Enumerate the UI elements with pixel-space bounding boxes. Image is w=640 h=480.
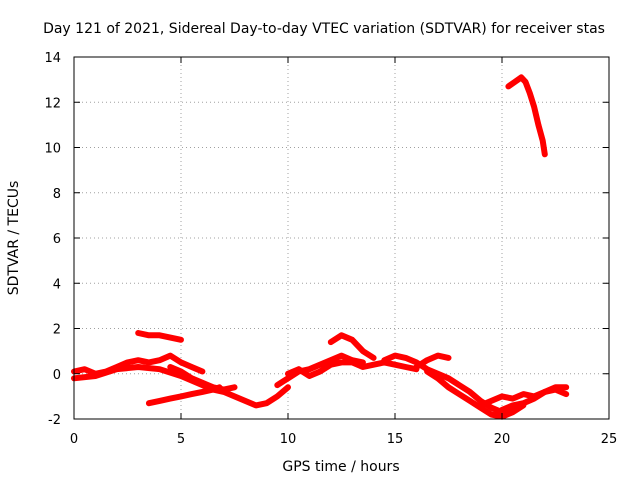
series-line-arc7 [285, 359, 420, 379]
x-tick-label: 25 [601, 432, 618, 447]
x-tick-label: 5 [177, 432, 185, 447]
grid-layer [74, 57, 609, 419]
y-axis-label: SDTVAR / TECUs [6, 181, 22, 296]
y-tick-label: -2 [48, 413, 61, 428]
y-tick-label: 2 [53, 323, 61, 338]
series-line-arc9 [381, 352, 516, 416]
series-line-arc3 [135, 330, 184, 343]
series-line-arc13 [499, 384, 570, 413]
series-line-arc10 [413, 352, 452, 370]
x-tick-label: 10 [280, 432, 297, 447]
series-line-arc14 [505, 74, 548, 158]
y-tick-label: 12 [44, 96, 61, 111]
series-line-arc4 [145, 384, 223, 407]
series-layer [71, 74, 570, 420]
y-tick-label: 6 [53, 232, 61, 247]
series-line-arc11 [424, 368, 527, 420]
series-line-arc5 [167, 364, 238, 393]
y-tick-label: 10 [44, 142, 61, 157]
y-tick-label: 4 [53, 277, 61, 292]
tick-layer: 0 5 10 15 20 25 -2 0 2 4 6 8 10 12 14 [44, 51, 617, 447]
y-tick-label: 0 [53, 368, 61, 383]
x-tick-label: 0 [70, 432, 78, 447]
x-tick-label: 15 [387, 432, 404, 447]
series-line-arc8 [327, 332, 377, 361]
y-tick-label: 14 [44, 51, 61, 66]
x-tick-label: 20 [494, 432, 511, 447]
x-axis-label: GPS time / hours [282, 459, 399, 475]
y-tick-label: 8 [53, 187, 61, 202]
chart-title: Day 121 of 2021, Sidereal Day-to-day VTE… [43, 21, 605, 37]
series-line-arc6 [274, 352, 366, 389]
